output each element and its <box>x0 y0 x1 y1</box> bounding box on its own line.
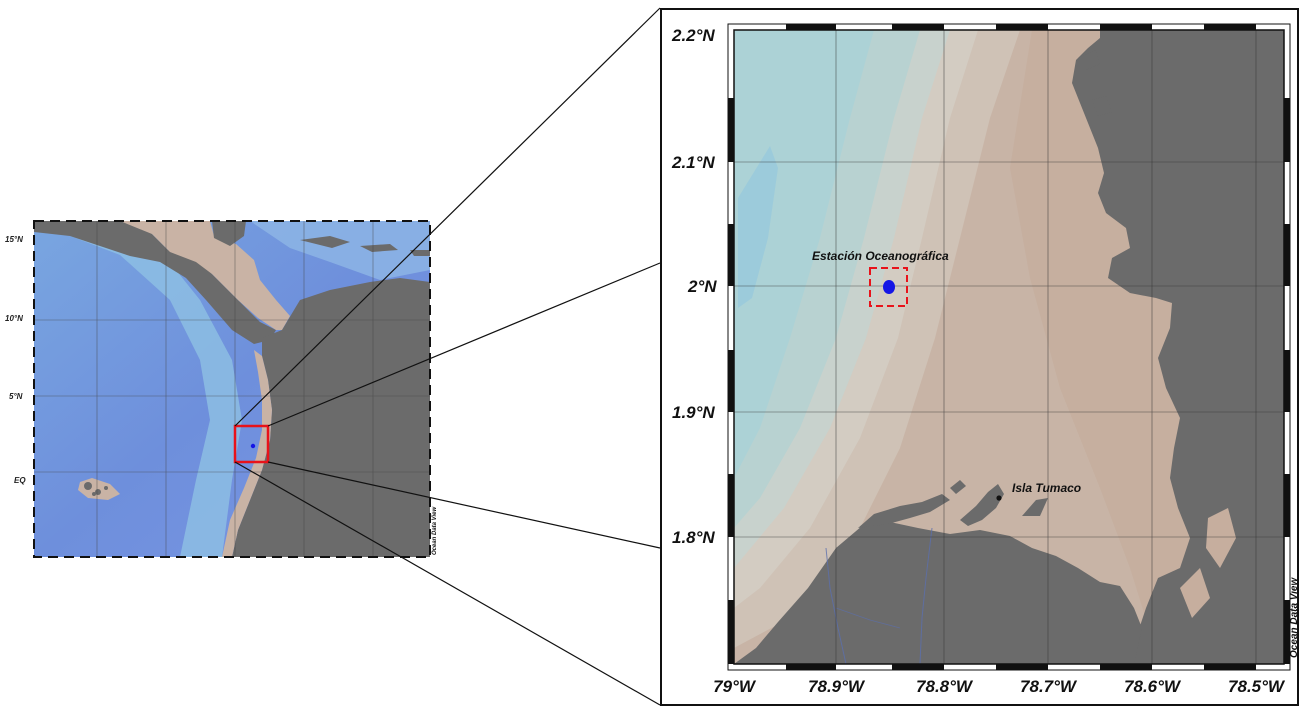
detail-lon-label: 78.7°W <box>1020 677 1078 696</box>
overview-lat-label: 10°N <box>5 314 23 323</box>
detail-lon-label: 79°W <box>713 677 757 696</box>
station-highlight-box <box>869 267 908 307</box>
station-marker-icon <box>883 280 895 294</box>
overview-lat-label: 15°N <box>5 235 23 244</box>
detail-lon-label: 78.6°W <box>1124 677 1182 696</box>
overview-station-marker-icon <box>250 443 256 449</box>
island-label: Isla Tumaco <box>1012 481 1081 495</box>
detail-lat-label: 1.9°N <box>672 403 715 422</box>
detail-lon-label: 78.9°W <box>808 677 866 696</box>
detail-lon-label: 78.5°W <box>1228 677 1286 696</box>
detail-map: 2.2°N 2.1°N 2°N 1.9°N 1.8°N 79°W 78.9°W … <box>660 8 1300 708</box>
overview-lat-label: EQ <box>14 476 26 485</box>
overview-highlight-box <box>233 424 270 464</box>
detail-map-canvas: 2.2°N 2.1°N 2°N 1.9°N 1.8°N 79°W 78.9°W … <box>660 8 1300 706</box>
station-label: Estación Oceanográfica <box>812 249 949 263</box>
detail-lon-label: 78.8°W <box>916 677 974 696</box>
detail-lat-label: 1.8°N <box>672 528 715 547</box>
detail-watermark: Ocean Data View <box>1289 577 1300 658</box>
detail-lat-label: 2.1°N <box>671 153 715 172</box>
overview-lat-label: 5°N <box>9 392 23 401</box>
island-marker-icon <box>996 495 1002 501</box>
detail-lat-label: 2.2°N <box>671 26 715 45</box>
overview-watermark: Ocean Data View <box>432 507 438 555</box>
detail-lat-label: 2°N <box>687 277 717 296</box>
